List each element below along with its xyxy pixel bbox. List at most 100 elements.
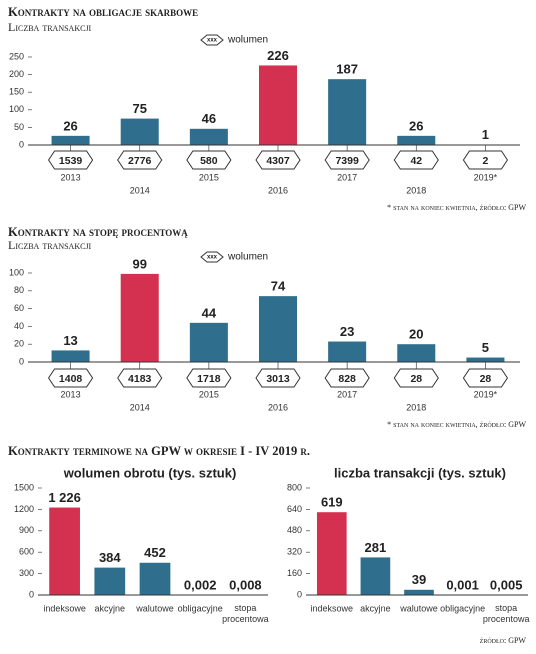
volume-hexagon	[255, 150, 301, 170]
bar	[316, 512, 347, 595]
y-tick-label: 900	[19, 525, 34, 535]
x-tick-label: 2017	[337, 172, 357, 182]
chart-subtitle: Liczba transakcji	[8, 20, 92, 34]
y-tick-label: 200	[9, 69, 24, 79]
value-label: 0,005	[490, 577, 523, 592]
x-tick-label: 2017	[337, 389, 357, 399]
y-tick-label: 0	[29, 589, 34, 599]
volume-label: 28	[480, 373, 492, 385]
value-label: 26	[63, 118, 77, 133]
value-label: 0,008	[229, 577, 262, 592]
value-label: 46	[202, 111, 216, 126]
x-tick-label: obligacyjne	[178, 603, 223, 613]
legend-icon-text: xxx	[207, 38, 218, 44]
bar	[397, 135, 436, 145]
y-tick-label: 800	[287, 482, 302, 492]
y-tick-label: 250	[9, 51, 24, 61]
value-label: 452	[144, 545, 166, 560]
bar	[94, 567, 126, 595]
volume-hexagon	[117, 150, 163, 170]
volume-hexagon	[462, 368, 509, 388]
x-tick-label: 2013	[61, 172, 81, 182]
y-tick-label: 1500	[14, 482, 34, 492]
volume-label: 3013	[266, 373, 290, 385]
value-label: 619	[321, 495, 343, 510]
value-label: 20	[409, 327, 423, 342]
y-tick-label: 0	[297, 589, 302, 599]
legend-icon-text: xxx	[207, 255, 218, 261]
volume-hexagon	[186, 150, 232, 170]
y-tick-label: 0	[19, 139, 24, 149]
value-label: 23	[340, 324, 354, 339]
volume-hexagon	[462, 150, 509, 170]
chart-title: Kontrakty na obligacje skarbowe	[8, 5, 198, 19]
volume-label: 1539	[59, 155, 83, 167]
y-tick-label: 160	[287, 568, 302, 578]
volume-label: 1718	[197, 373, 221, 385]
bar	[51, 135, 90, 145]
y-tick-label: 100	[9, 104, 24, 114]
value-label: 1 226	[48, 490, 81, 505]
bar	[120, 118, 159, 145]
volume-hexagon	[186, 368, 232, 388]
value-label: 5	[482, 340, 489, 355]
value-label: 74	[271, 279, 286, 294]
value-label: 26	[409, 118, 423, 133]
volume-label: 4183	[128, 373, 152, 385]
x-tick-label: 2019*	[474, 172, 498, 182]
value-label: 187	[336, 62, 358, 77]
x-tick-label: walutowe	[399, 603, 438, 613]
legend-icon	[200, 251, 224, 263]
value-label: 0,001	[446, 577, 479, 592]
y-tick-label: 100	[9, 267, 24, 277]
volume-hexagon	[324, 150, 370, 170]
volume-label: 2776	[128, 155, 152, 167]
x-tick-label: 2014	[130, 185, 150, 195]
y-tick-label: 80	[14, 285, 24, 295]
volume-hexagon	[255, 368, 301, 388]
volume-hexagon	[47, 368, 94, 388]
bar	[51, 350, 90, 362]
volume-label: 7399	[335, 155, 359, 167]
bar	[120, 273, 159, 362]
value-label: 75	[132, 101, 146, 116]
section-note: źródło: GPW	[480, 636, 527, 645]
volume-label: 42	[410, 155, 422, 167]
x-tick-label: 2018	[406, 402, 426, 412]
y-tick-label: 60	[14, 303, 24, 313]
chart-subtitle: Liczba transakcji	[8, 238, 92, 252]
x-tick-label: 2016	[268, 402, 288, 412]
volume-label: 828	[338, 373, 356, 385]
x-tick-label: walutowe	[135, 603, 174, 613]
y-tick-label: 40	[14, 321, 24, 331]
volume-hexagon	[117, 368, 163, 388]
volume-label: 1408	[59, 373, 83, 385]
y-tick-label: 1200	[14, 504, 34, 514]
y-tick-label: 480	[287, 525, 302, 535]
x-tick-label: stopa procentowa	[222, 603, 269, 624]
value-label: 99	[132, 256, 146, 271]
y-tick-label: 600	[19, 547, 34, 557]
volume-hexagon	[324, 368, 370, 388]
x-tick-label: 2013	[61, 389, 81, 399]
volume-label: 580	[200, 155, 218, 167]
volume-label: 4307	[266, 155, 290, 167]
section-title: Kontrakty terminowe na GPW w okresie I -…	[8, 444, 310, 458]
y-tick-label: 20	[14, 339, 24, 349]
legend-label: wolumen	[227, 35, 268, 46]
x-tick-label: stopa procentowa	[483, 603, 530, 624]
volume-hexagon	[393, 368, 439, 388]
bar	[49, 507, 80, 595]
x-tick-label: indeksowe	[311, 603, 354, 613]
value-label: 226	[267, 48, 289, 63]
x-tick-label: 2018	[406, 185, 426, 195]
bar	[328, 341, 367, 362]
value-label: 39	[412, 572, 426, 587]
bar	[328, 79, 367, 145]
legend-icon	[200, 34, 224, 46]
value-label: 281	[365, 540, 387, 555]
chart-title: Kontrakty na stopę procentową	[8, 225, 188, 239]
value-label: 1	[482, 127, 489, 142]
bar	[189, 128, 228, 145]
bar	[397, 344, 436, 362]
